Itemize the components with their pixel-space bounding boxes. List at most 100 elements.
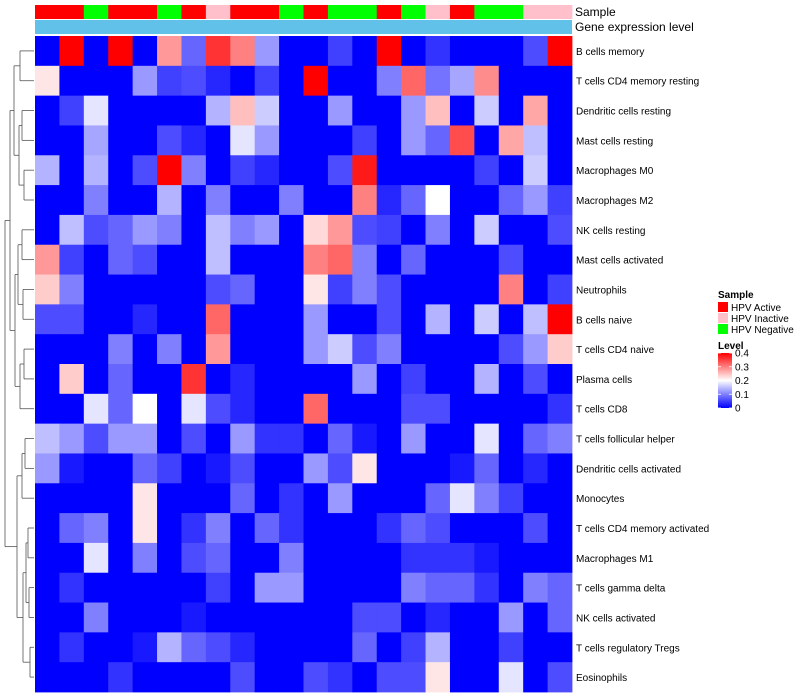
heatmap-cell bbox=[181, 36, 207, 67]
heatmap-cell bbox=[132, 155, 158, 186]
heatmap-cell bbox=[498, 662, 524, 693]
heatmap-cell bbox=[35, 542, 60, 574]
heatmap-cell bbox=[279, 662, 304, 693]
heatmap-cell bbox=[157, 214, 182, 246]
heatmap-cell bbox=[157, 304, 182, 335]
heatmap-cell bbox=[376, 185, 402, 216]
heatmap-cell bbox=[376, 95, 402, 126]
heatmap-cell bbox=[132, 125, 158, 156]
heatmap-cell bbox=[523, 304, 548, 335]
heatmap-cell bbox=[254, 95, 280, 126]
heatmap-cell bbox=[83, 542, 109, 574]
heatmap-cell bbox=[205, 155, 231, 186]
heatmap-cell bbox=[474, 334, 500, 365]
heatmap-cell bbox=[230, 513, 256, 544]
heatmap-cell bbox=[132, 393, 158, 425]
heatmap-cell bbox=[59, 364, 85, 395]
heatmap-cell bbox=[132, 36, 158, 67]
row-label: Mast cells resting bbox=[576, 136, 653, 147]
heatmap-cell bbox=[327, 364, 353, 395]
heatmap-cell bbox=[108, 304, 134, 335]
row-label: Macrophages M2 bbox=[576, 196, 654, 207]
heatmap-cell bbox=[230, 453, 256, 484]
heatmap-cell bbox=[303, 393, 329, 425]
heatmap-cell bbox=[230, 244, 256, 275]
heatmap-cell bbox=[352, 65, 378, 97]
heatmap-cell bbox=[401, 36, 426, 67]
heatmap-cell bbox=[425, 364, 451, 395]
heatmap-cells bbox=[35, 36, 573, 693]
heatmap-cell bbox=[401, 393, 426, 425]
annotation-tracks bbox=[35, 5, 573, 34]
heatmap-cell bbox=[376, 364, 402, 395]
heatmap-cell bbox=[132, 513, 158, 544]
heatmap-cell bbox=[474, 244, 500, 275]
heatmap-cell bbox=[205, 453, 231, 484]
heatmap-cell bbox=[157, 393, 182, 425]
heatmap-cell bbox=[132, 214, 158, 246]
heatmap-cell bbox=[327, 244, 353, 275]
heatmap-cell bbox=[401, 423, 426, 454]
row-label: T cells CD8 bbox=[576, 405, 628, 416]
heatmap-cell bbox=[108, 155, 134, 186]
heatmap-cell bbox=[547, 542, 573, 574]
heatmap-cell bbox=[279, 542, 304, 574]
heatmap-cell bbox=[376, 602, 402, 633]
heatmap-cell bbox=[279, 513, 304, 544]
sample-track-cell bbox=[376, 5, 402, 19]
heatmap-cell bbox=[352, 632, 378, 663]
heatmap-cell bbox=[35, 572, 60, 603]
heatmap-cell bbox=[401, 185, 426, 216]
heatmap-cell bbox=[157, 65, 182, 97]
heatmap-cell bbox=[547, 483, 573, 514]
heatmap-cell bbox=[254, 304, 280, 335]
heatmap-cell bbox=[474, 483, 500, 514]
heatmap-cell bbox=[327, 483, 353, 514]
heatmap-cell bbox=[449, 542, 475, 574]
heatmap-cell bbox=[523, 65, 548, 97]
heatmap-cell bbox=[59, 125, 85, 156]
row-dendrogram bbox=[4, 50, 34, 678]
legend-label-hpv-negative: HPV Negative bbox=[731, 325, 794, 336]
heatmap-cell bbox=[425, 334, 451, 365]
heatmap-cell bbox=[401, 274, 426, 305]
heatmap-cell bbox=[547, 95, 573, 126]
heatmap-cell bbox=[132, 364, 158, 395]
heatmap-cell bbox=[254, 572, 280, 603]
heatmap-cell bbox=[181, 542, 207, 574]
heatmap-cell bbox=[401, 632, 426, 663]
heatmap-cell bbox=[59, 334, 85, 365]
heatmap-cell bbox=[132, 542, 158, 574]
heatmap-cell bbox=[108, 572, 134, 603]
legend-label-hpv-inactive: HPV Inactive bbox=[731, 314, 789, 325]
legend-swatch-hpv-negative bbox=[718, 324, 728, 334]
heatmap-cell bbox=[83, 95, 109, 126]
heatmap-cell bbox=[157, 334, 182, 365]
heatmap-cell bbox=[327, 95, 353, 126]
heatmap-cell bbox=[327, 662, 353, 693]
heatmap-cell bbox=[523, 274, 548, 305]
heatmap-cell bbox=[425, 214, 451, 246]
level-tick-label: 0 bbox=[735, 404, 741, 415]
heatmap-cell bbox=[132, 274, 158, 305]
heatmap-cell bbox=[132, 602, 158, 633]
heatmap-cell bbox=[132, 483, 158, 514]
heatmap-cell bbox=[108, 244, 134, 275]
heatmap-cell bbox=[254, 393, 280, 425]
heatmap-cell bbox=[303, 483, 329, 514]
heatmap-cell bbox=[401, 244, 426, 275]
row-label: Plasma cells bbox=[576, 375, 632, 386]
heatmap-cell bbox=[449, 602, 475, 633]
heatmap-cell bbox=[352, 662, 378, 693]
heatmap-cell bbox=[132, 423, 158, 454]
heatmap-cell bbox=[279, 423, 304, 454]
heatmap-cell bbox=[279, 334, 304, 365]
heatmap-cell bbox=[205, 572, 231, 603]
heatmap-cell bbox=[254, 214, 280, 246]
heatmap-cell bbox=[83, 572, 109, 603]
heatmap-cell bbox=[157, 364, 182, 395]
heatmap-cell bbox=[547, 155, 573, 186]
heatmap-cell bbox=[547, 214, 573, 246]
heatmap-cell bbox=[59, 95, 85, 126]
heatmap-cell bbox=[59, 453, 85, 484]
